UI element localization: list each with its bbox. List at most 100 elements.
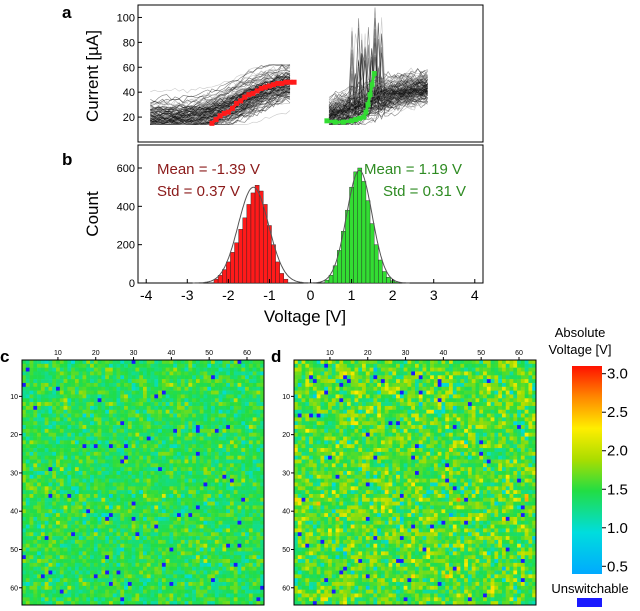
heatmap-cell <box>25 409 30 414</box>
heatmap-cell <box>532 371 537 376</box>
heatmap-cell <box>120 597 125 602</box>
heatmap-cell <box>158 459 163 464</box>
heatmap-cell <box>101 375 106 380</box>
heatmap-cell <box>177 386 182 391</box>
heatmap-cell <box>184 539 189 545</box>
heatmap-cell <box>218 371 223 376</box>
heatmap-cell <box>229 528 235 533</box>
heatmap-cell <box>112 360 117 365</box>
heatmap-cell <box>158 559 163 564</box>
heatmap-cell <box>203 482 208 487</box>
heatmap-cell <box>29 409 34 414</box>
heatmap-cell <box>229 463 235 468</box>
heatmap-cell <box>388 371 393 376</box>
heatmap-cell <box>67 551 72 556</box>
heatmap-cell <box>161 417 166 422</box>
heatmap-cell <box>22 585 27 590</box>
heatmap-cell <box>93 371 98 376</box>
heatmap-cell <box>335 382 340 388</box>
heatmap-cell <box>135 390 140 395</box>
heatmap-cell <box>22 551 27 556</box>
heatmap-cell <box>467 371 473 376</box>
heatmap-cell <box>184 398 189 403</box>
heatmap-cell <box>63 390 68 395</box>
heatmap-cell <box>312 363 317 368</box>
heatmap-cell <box>97 482 102 487</box>
heatmap-cell <box>135 409 140 414</box>
heatmap-cell <box>180 532 185 537</box>
heatmap-cell <box>71 532 76 537</box>
heatmap-cell <box>192 562 197 568</box>
heatmap-cell <box>312 367 317 372</box>
heatmap-cell <box>131 463 136 468</box>
heatmap-cell <box>169 520 174 525</box>
heatmap-cell <box>245 593 250 598</box>
heatmap-cell <box>445 367 450 372</box>
heatmap-cell <box>48 516 53 522</box>
heatmap-cell <box>248 463 253 468</box>
heatmap-cell <box>498 379 503 384</box>
heatmap-cell <box>135 405 140 411</box>
heatmap-cell <box>105 455 110 460</box>
heatmap-cell <box>161 582 166 587</box>
heatmap-cell <box>71 497 76 502</box>
heatmap-cell <box>237 428 242 434</box>
heatmap-cell <box>90 455 95 460</box>
heatmap-cell <box>82 386 87 391</box>
heatmap-cell <box>256 501 261 506</box>
heatmap-cell <box>56 367 61 372</box>
heatmap-cell <box>245 516 250 522</box>
heatmap-cell <box>124 379 129 384</box>
heatmap-cell <box>120 360 125 365</box>
heatmap-cell <box>59 593 64 598</box>
heatmap-cell <box>90 405 95 411</box>
heatmap-cell <box>260 524 265 529</box>
x-tick-label: -2 <box>222 287 235 303</box>
heatmap-cell <box>203 493 208 499</box>
heatmap-cell <box>63 501 68 506</box>
heatmap-cell <box>44 601 49 606</box>
heatmap-cell <box>86 528 91 533</box>
heatmap-cell <box>116 398 121 403</box>
heatmap-cell <box>52 562 57 568</box>
heatmap-cell <box>82 478 87 483</box>
heatmap-cell <box>203 413 208 418</box>
heatmap-cell <box>494 367 499 372</box>
heatmap-cell <box>97 425 102 430</box>
panel-a-y-label: Current [µA] <box>83 30 102 122</box>
heatmap-cell <box>124 474 129 479</box>
heatmap-cell <box>211 566 216 571</box>
heatmap-cell <box>29 367 34 372</box>
heatmap-cell <box>388 375 393 380</box>
heatmap-cell <box>177 490 182 495</box>
heatmap-cell <box>40 363 45 368</box>
heatmap-cell <box>358 371 363 376</box>
heatmap-cell <box>456 379 461 384</box>
heatmap-cell <box>252 547 257 552</box>
heatmap-cell <box>260 467 265 472</box>
heatmap-cell <box>158 382 163 388</box>
heatmap-cell <box>74 593 80 598</box>
reset-mean-point <box>353 117 359 123</box>
heatmap-cell <box>339 367 344 372</box>
heatmap-cell <box>97 524 102 529</box>
heatmap-cell <box>146 520 151 525</box>
heatmap-cell <box>37 402 42 407</box>
heatmap-cell <box>222 589 227 594</box>
heatmap-cell <box>67 382 72 388</box>
heatmap-cell <box>74 520 80 525</box>
heatmap-cell <box>127 570 132 575</box>
heatmap-cell <box>396 371 401 376</box>
heatmap-cell <box>245 562 250 568</box>
heatmap-cell <box>256 463 261 468</box>
heatmap-cell <box>449 386 454 391</box>
heatmap-cell <box>354 382 359 388</box>
heatmap-cell <box>188 532 193 537</box>
heatmap-cell <box>173 474 178 479</box>
heatmap-cell <box>120 421 125 426</box>
heatmap-cell <box>211 367 216 372</box>
heatmap-cell <box>135 386 140 391</box>
heatmap-cell <box>59 486 64 491</box>
heatmap-cell <box>252 459 257 464</box>
heatmap-cell <box>241 390 246 395</box>
